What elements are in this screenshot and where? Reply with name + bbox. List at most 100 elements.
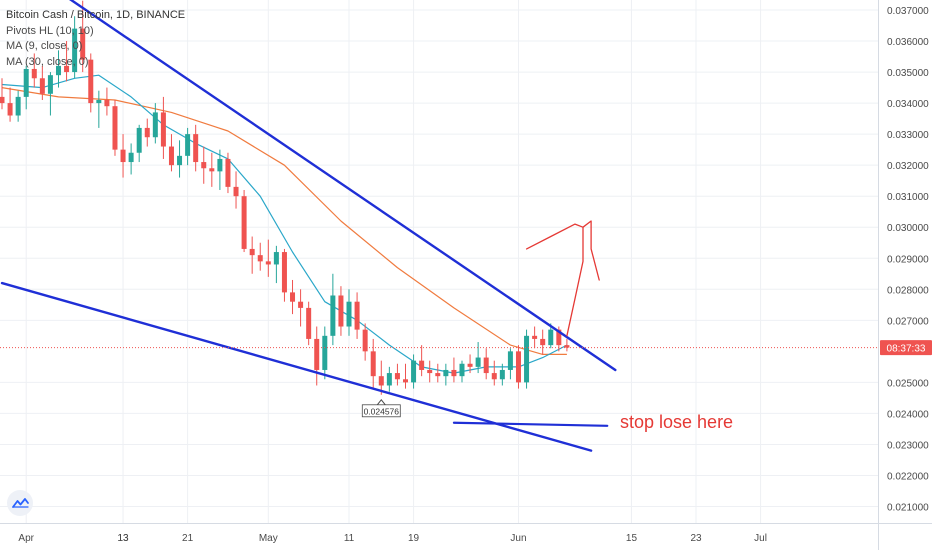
candle: [55, 50, 61, 88]
candle-body: [411, 360, 417, 383]
candle: [0, 78, 5, 110]
candle: [403, 363, 408, 389]
candle: [564, 338, 570, 352]
candle-body: [31, 68, 37, 79]
candle-body: [217, 158, 223, 172]
x-tick-label: Jul: [754, 533, 767, 544]
chart-legend: Bitcoin Cash / Bitcoin, 1D, BINANCE Pivo…: [6, 8, 185, 70]
candle: [443, 363, 449, 386]
candle-body: [39, 78, 45, 94]
candle-body: [23, 68, 29, 97]
candle: [128, 143, 134, 175]
symbol-title[interactable]: Bitcoin Cash / Bitcoin, 1D, BINANCE: [6, 9, 186, 21]
candle: [507, 348, 513, 380]
candle-body: [88, 59, 94, 104]
candle: [7, 87, 13, 122]
y-tick-label: 0.023000: [887, 440, 929, 451]
candle: [168, 134, 174, 172]
candle-body: [564, 345, 570, 348]
candle: [80, 0, 86, 73]
candle: [23, 65, 29, 110]
candle: [281, 248, 287, 302]
candle: [386, 366, 392, 392]
ma9-indicator-label[interactable]: MA (9, close, 0): [6, 40, 83, 52]
candle-body: [330, 295, 336, 336]
candle-body: [556, 329, 562, 346]
candle-body: [185, 134, 191, 156]
candle: [15, 90, 21, 122]
x-tick-label: May: [259, 533, 278, 544]
candle: [112, 99, 118, 156]
candle: [540, 329, 546, 355]
candle: [322, 326, 328, 380]
y-tick-label: 0.027000: [887, 316, 929, 327]
candle-body: [15, 96, 21, 116]
candle-body: [451, 369, 457, 377]
candle-body: [491, 373, 497, 380]
candle-body: [120, 149, 126, 163]
candle: [338, 286, 344, 336]
candle: [39, 65, 45, 100]
candle-body: [96, 99, 102, 104]
x-tick-label: 21: [182, 533, 194, 544]
candle: [524, 329, 530, 389]
candle-body: [160, 112, 166, 147]
candle-body: [257, 255, 263, 262]
pivot-low-marker: [376, 398, 386, 406]
current-price-label: 08:37:33: [887, 344, 926, 355]
candle: [241, 189, 247, 253]
candle-body: [72, 28, 78, 73]
candle: [548, 323, 554, 349]
x-tick-label: 13: [117, 533, 129, 544]
projection-branch: [525, 223, 584, 250]
candle-body: [443, 369, 449, 377]
candle: [104, 87, 110, 116]
candle: [362, 323, 368, 361]
y-tick-label: 0.035000: [887, 68, 929, 79]
candle-body: [306, 307, 312, 339]
candle-body: [378, 376, 384, 386]
candle-body: [483, 357, 489, 374]
y-tick-label: 0.022000: [887, 471, 929, 482]
x-tick-label: 23: [690, 533, 702, 544]
candle-body: [322, 335, 328, 370]
candle-body: [273, 252, 279, 265]
pivots-indicator-label[interactable]: Pivots HL (10, 10): [6, 24, 94, 37]
tradingview-logo-icon[interactable]: [7, 490, 33, 516]
grid: [0, 0, 878, 523]
ma9-layer: [1, 74, 568, 374]
candle-body: [475, 357, 481, 367]
candle-body: [209, 168, 215, 172]
y-tick-label: 0.028000: [887, 285, 929, 296]
candle-body: [201, 162, 207, 169]
upper-trendline: [69, 0, 617, 372]
candle-body: [362, 329, 368, 352]
candle: [160, 96, 166, 159]
candle: [532, 326, 538, 349]
candle: [47, 72, 53, 116]
candle-body: [281, 252, 287, 293]
candle: [298, 289, 304, 327]
candle: [394, 363, 400, 386]
candle: [314, 326, 320, 386]
x-tick-label: 15: [626, 533, 638, 544]
candle-body: [233, 186, 239, 197]
y-tick-label: 0.025000: [887, 378, 929, 389]
candle: [330, 273, 336, 346]
candle-body: [249, 248, 255, 256]
candle-body: [168, 146, 174, 166]
drawings-layer: [0, 0, 617, 452]
candle: [201, 146, 207, 184]
candle: [475, 342, 481, 374]
candle: [120, 134, 126, 178]
candle-body: [467, 363, 473, 367]
candle: [257, 242, 263, 271]
candle-body: [370, 351, 376, 377]
candle: [185, 127, 191, 166]
y-tick-label: 0.033000: [887, 130, 929, 141]
candle-body: [338, 295, 344, 327]
ma30-indicator-label[interactable]: MA (30, close, 0): [6, 55, 89, 68]
candle-body: [499, 369, 505, 380]
